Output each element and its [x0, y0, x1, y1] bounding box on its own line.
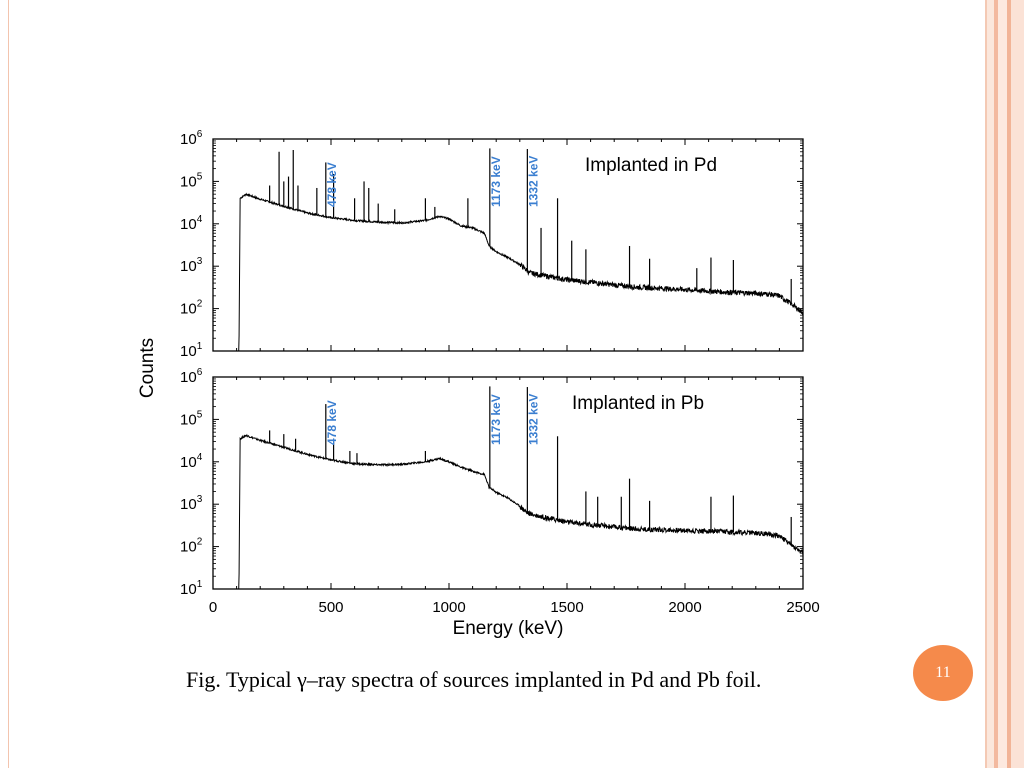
- x-tick-label: 1000: [432, 599, 465, 616]
- panel-title: Implanted in Pb: [572, 393, 704, 414]
- spectrum-line: [236, 192, 804, 352]
- y-tick-label: 102: [180, 299, 203, 318]
- y-tick-label: 103: [180, 256, 203, 275]
- y-tick-label: 106: [180, 129, 203, 148]
- x-tick-label: 2000: [668, 599, 701, 616]
- x-tick-label: 1500: [550, 599, 583, 616]
- y-tick-label: 102: [180, 537, 203, 556]
- y-tick-label: 101: [180, 341, 203, 360]
- chart-panel-pd: 101 102 103 104 105 106 478 keV 1173 keV 1332 ke…: [180, 129, 804, 360]
- peak-annotation: 1332 keV: [526, 156, 540, 207]
- y-tick-label: 105: [180, 171, 203, 190]
- x-tick-label: 2500: [786, 599, 819, 616]
- chart-panel-pb: 101 102 103 104 105 106 0 500 1000 1500 2000 2500 47…: [180, 367, 820, 616]
- y-tick-label: 105: [180, 409, 203, 428]
- peak-annotation: 1173 keV: [489, 156, 503, 207]
- figure-caption: Fig. Typical γ–ray spectra of sources im…: [186, 667, 762, 692]
- peak-annotation: 478 keV: [325, 400, 339, 445]
- peak-annotation: 1173 keV: [489, 394, 503, 445]
- x-axis-title: Energy (keV): [453, 618, 564, 639]
- plot-frame: [212, 376, 804, 590]
- panel-title: Implanted in Pd: [585, 155, 717, 176]
- peak-annotation: 1332 keV: [526, 394, 540, 445]
- slide-border: [8, 0, 9, 768]
- x-tick-label: 500: [318, 599, 343, 616]
- peak-annotation: 478 keV: [325, 162, 339, 207]
- y-tick-label: 103: [180, 494, 203, 513]
- y-tick-label: 104: [180, 214, 203, 233]
- page-number-badge: 11: [913, 645, 973, 701]
- y-tick-label: 104: [180, 452, 203, 471]
- y-axis-title: Counts: [137, 338, 158, 398]
- x-tick-label: 0: [209, 599, 217, 616]
- slide-decorative-stripes: [980, 0, 1024, 768]
- y-tick-label: 106: [180, 367, 203, 386]
- plot-frame: [212, 138, 804, 352]
- spectrum-line: [236, 433, 804, 590]
- y-tick-label: 101: [180, 579, 203, 598]
